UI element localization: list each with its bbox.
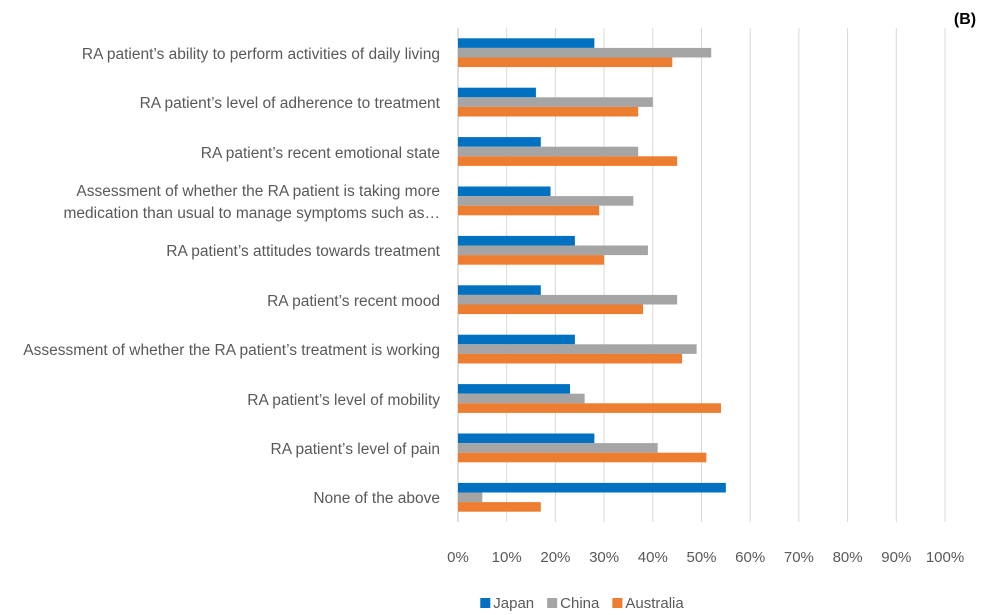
bar [458, 433, 595, 444]
bar [458, 137, 541, 147]
bar [458, 245, 648, 256]
x-tick-label: 10% [492, 549, 522, 566]
y-tick-label: RA patient’s ability to perform activiti… [81, 45, 440, 63]
bar [458, 482, 726, 493]
bar [458, 47, 712, 58]
x-tick-label: 50% [686, 549, 716, 566]
y-tick-label: RA patient’s recent mood [267, 292, 440, 310]
legend-item: Australia [612, 595, 684, 612]
bar [458, 146, 639, 157]
bar [458, 186, 551, 197]
bar [458, 97, 653, 107]
x-tick-label: 0% [447, 549, 469, 566]
bar [458, 344, 697, 354]
legend-swatch [480, 598, 491, 608]
legend-label: Japan [493, 595, 534, 612]
bar [458, 205, 600, 216]
x-tick-label: 20% [540, 549, 570, 566]
bar [458, 235, 575, 246]
bar [458, 38, 595, 48]
y-tick-label: RA patient’s attitudes towards treatment [166, 243, 440, 261]
y-tick-label: Assessment of whether the RA patient is … [63, 182, 441, 222]
bar [458, 403, 721, 413]
bar [458, 196, 634, 206]
legend-swatch [547, 598, 558, 608]
bar [458, 255, 605, 265]
y-tick-label: RA patient’s level of mobility [247, 391, 440, 409]
y-tick-label: RA patient’s level of pain [270, 440, 440, 458]
x-tick-label: 80% [833, 549, 863, 566]
bar [458, 156, 678, 166]
x-tick-label: 90% [881, 549, 911, 566]
x-tick-label: 40% [638, 549, 668, 566]
bar [458, 294, 678, 305]
bar [458, 384, 571, 394]
x-tick-label: 30% [589, 549, 619, 566]
bar [458, 353, 683, 364]
bar [458, 87, 536, 98]
legend-label: China [560, 595, 600, 612]
x-tick-label: 60% [735, 549, 765, 566]
bar [458, 285, 541, 295]
bar [458, 334, 575, 345]
bar [458, 452, 707, 463]
y-tick-label: None of the above [313, 490, 440, 508]
bar [458, 304, 644, 315]
x-tick-label: 100% [926, 549, 964, 566]
legend-swatch [612, 598, 623, 608]
bar [458, 443, 658, 453]
panel-label: (B) [954, 11, 976, 28]
x-tick-label: 70% [784, 549, 814, 566]
bar [458, 492, 483, 503]
y-tick-label: RA patient’s level of adherence to treat… [139, 95, 440, 113]
legend-item: China [547, 595, 600, 612]
legend-label: Australia [625, 595, 684, 612]
bar [458, 106, 639, 117]
bar [458, 393, 585, 404]
y-tick-label: RA patient’s recent emotional state [200, 144, 440, 162]
bar [458, 57, 673, 68]
bar [458, 502, 541, 512]
y-tick-label: Assessment of whether the RA patient’s t… [23, 342, 440, 360]
legend-item: Japan [480, 595, 534, 612]
